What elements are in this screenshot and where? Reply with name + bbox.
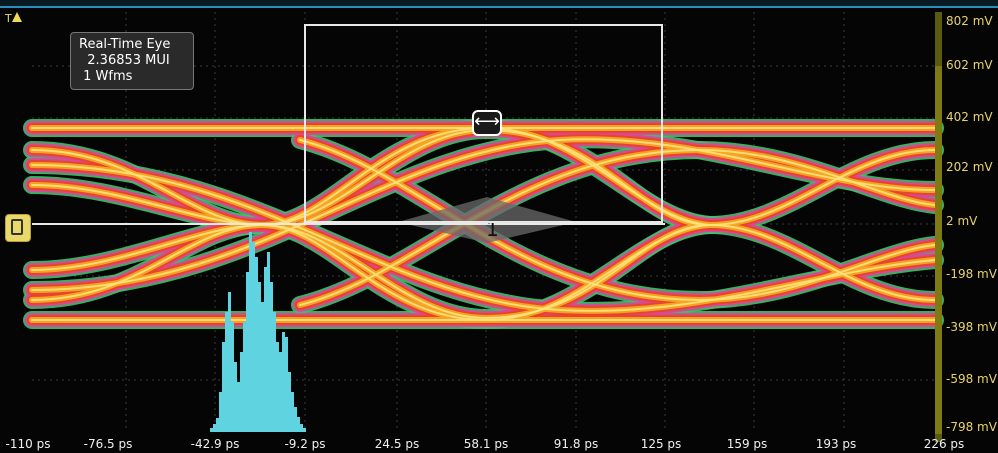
- histogram-bin: [285, 337, 288, 432]
- histogram-bin: [243, 322, 246, 432]
- histogram-bin: [270, 282, 273, 432]
- histogram-bin: [297, 417, 300, 432]
- x-tick-label: -76.5 ps: [83, 437, 133, 451]
- histogram-bin: [246, 272, 249, 432]
- vertical-scale-active: [935, 66, 942, 434]
- y-tick-label: 602 mV: [946, 58, 993, 72]
- histogram-bin: [288, 372, 291, 432]
- eye-trace: [31, 164, 936, 312]
- eye-trace: [709, 149, 936, 226]
- histogram-bin: [210, 428, 213, 432]
- histogram-bin: [228, 292, 231, 432]
- histogram-bin: [225, 312, 228, 432]
- trigger-marker-icon[interactable]: [12, 12, 22, 22]
- x-tick-label: 226 ps: [923, 437, 965, 451]
- histogram-bin: [273, 312, 276, 432]
- x-tick-label: -110 ps: [5, 437, 51, 451]
- histogram-bin: [261, 302, 264, 432]
- top-accent-line: [0, 6, 998, 8]
- histogram-bin: [255, 257, 258, 432]
- histogram-bin: [216, 418, 219, 432]
- histogram-bin: [303, 428, 306, 432]
- histogram-bin: [291, 392, 294, 432]
- histogram-bin: [237, 382, 240, 432]
- y-tick-label: -398 mV: [946, 320, 997, 334]
- histogram-bin: [258, 282, 261, 432]
- y-tick-label: -798 mV: [946, 420, 997, 434]
- eye-trace: [299, 139, 936, 302]
- histogram-bin: [234, 362, 237, 432]
- eye-trace: [485, 224, 711, 321]
- cursor-box[interactable]: [304, 24, 663, 223]
- channel-ref-marker-icon[interactable]: [5, 214, 31, 242]
- histogram-bin: [249, 232, 252, 432]
- top-bar: [0, 0, 998, 6]
- histogram-bin: [222, 342, 225, 432]
- time-histogram: [210, 232, 306, 432]
- readout-wfms: 1 Wfms: [83, 69, 133, 84]
- eye-trace: [299, 148, 936, 306]
- histogram-bin: [279, 352, 282, 432]
- y-tick-label: 802 mV: [946, 14, 993, 28]
- x-tick-label: 193 ps: [815, 437, 857, 451]
- y-tick-label: 402 mV: [946, 110, 993, 124]
- histogram-bin: [219, 392, 222, 432]
- histogram-bin: [294, 407, 297, 432]
- histogram-bin: [264, 267, 267, 432]
- channel-number-label: 1: [486, 217, 499, 241]
- x-tick-label: -42.9 ps: [190, 437, 240, 451]
- y-tick-label: 2 mV: [946, 214, 978, 228]
- histogram-bin: [300, 424, 303, 432]
- histogram-bin: [231, 322, 234, 432]
- eye-trace: [31, 224, 263, 271]
- eye-trace: [31, 138, 936, 291]
- mask-diamond: [398, 197, 576, 243]
- histogram-bin: [282, 332, 285, 432]
- histogram-bin: [276, 342, 279, 432]
- eye-readout-badge[interactable]: Real-Time Eye 2.36853 MUI 1 Wfms: [70, 32, 194, 90]
- eye-trace: [709, 224, 936, 301]
- move-arrows-icon[interactable]: ⟷: [472, 110, 502, 136]
- y-tick-label: 202 mV: [946, 160, 993, 174]
- y-tick-label: -198 mV: [946, 267, 997, 281]
- x-tick-label: 91.8 ps: [553, 437, 599, 451]
- x-tick-label: -9.2 ps: [284, 437, 326, 451]
- x-tick-label: 125 ps: [640, 437, 682, 451]
- y-tick-label: -598 mV: [946, 372, 997, 386]
- histogram-bin: [267, 252, 270, 432]
- histogram-bin: [252, 242, 255, 432]
- x-tick-label: 24.5 ps: [374, 437, 420, 451]
- histogram-bin: [240, 352, 243, 432]
- x-tick-label: 159 ps: [726, 437, 768, 451]
- histogram-bin: [213, 424, 216, 432]
- trigger-label: T: [5, 12, 12, 25]
- x-tick-label: 58.1 ps: [463, 437, 509, 451]
- readout-title: Real-Time Eye: [79, 37, 171, 52]
- readout-mui: 2.36853 MUI: [87, 53, 170, 68]
- eye-trace: [485, 127, 711, 226]
